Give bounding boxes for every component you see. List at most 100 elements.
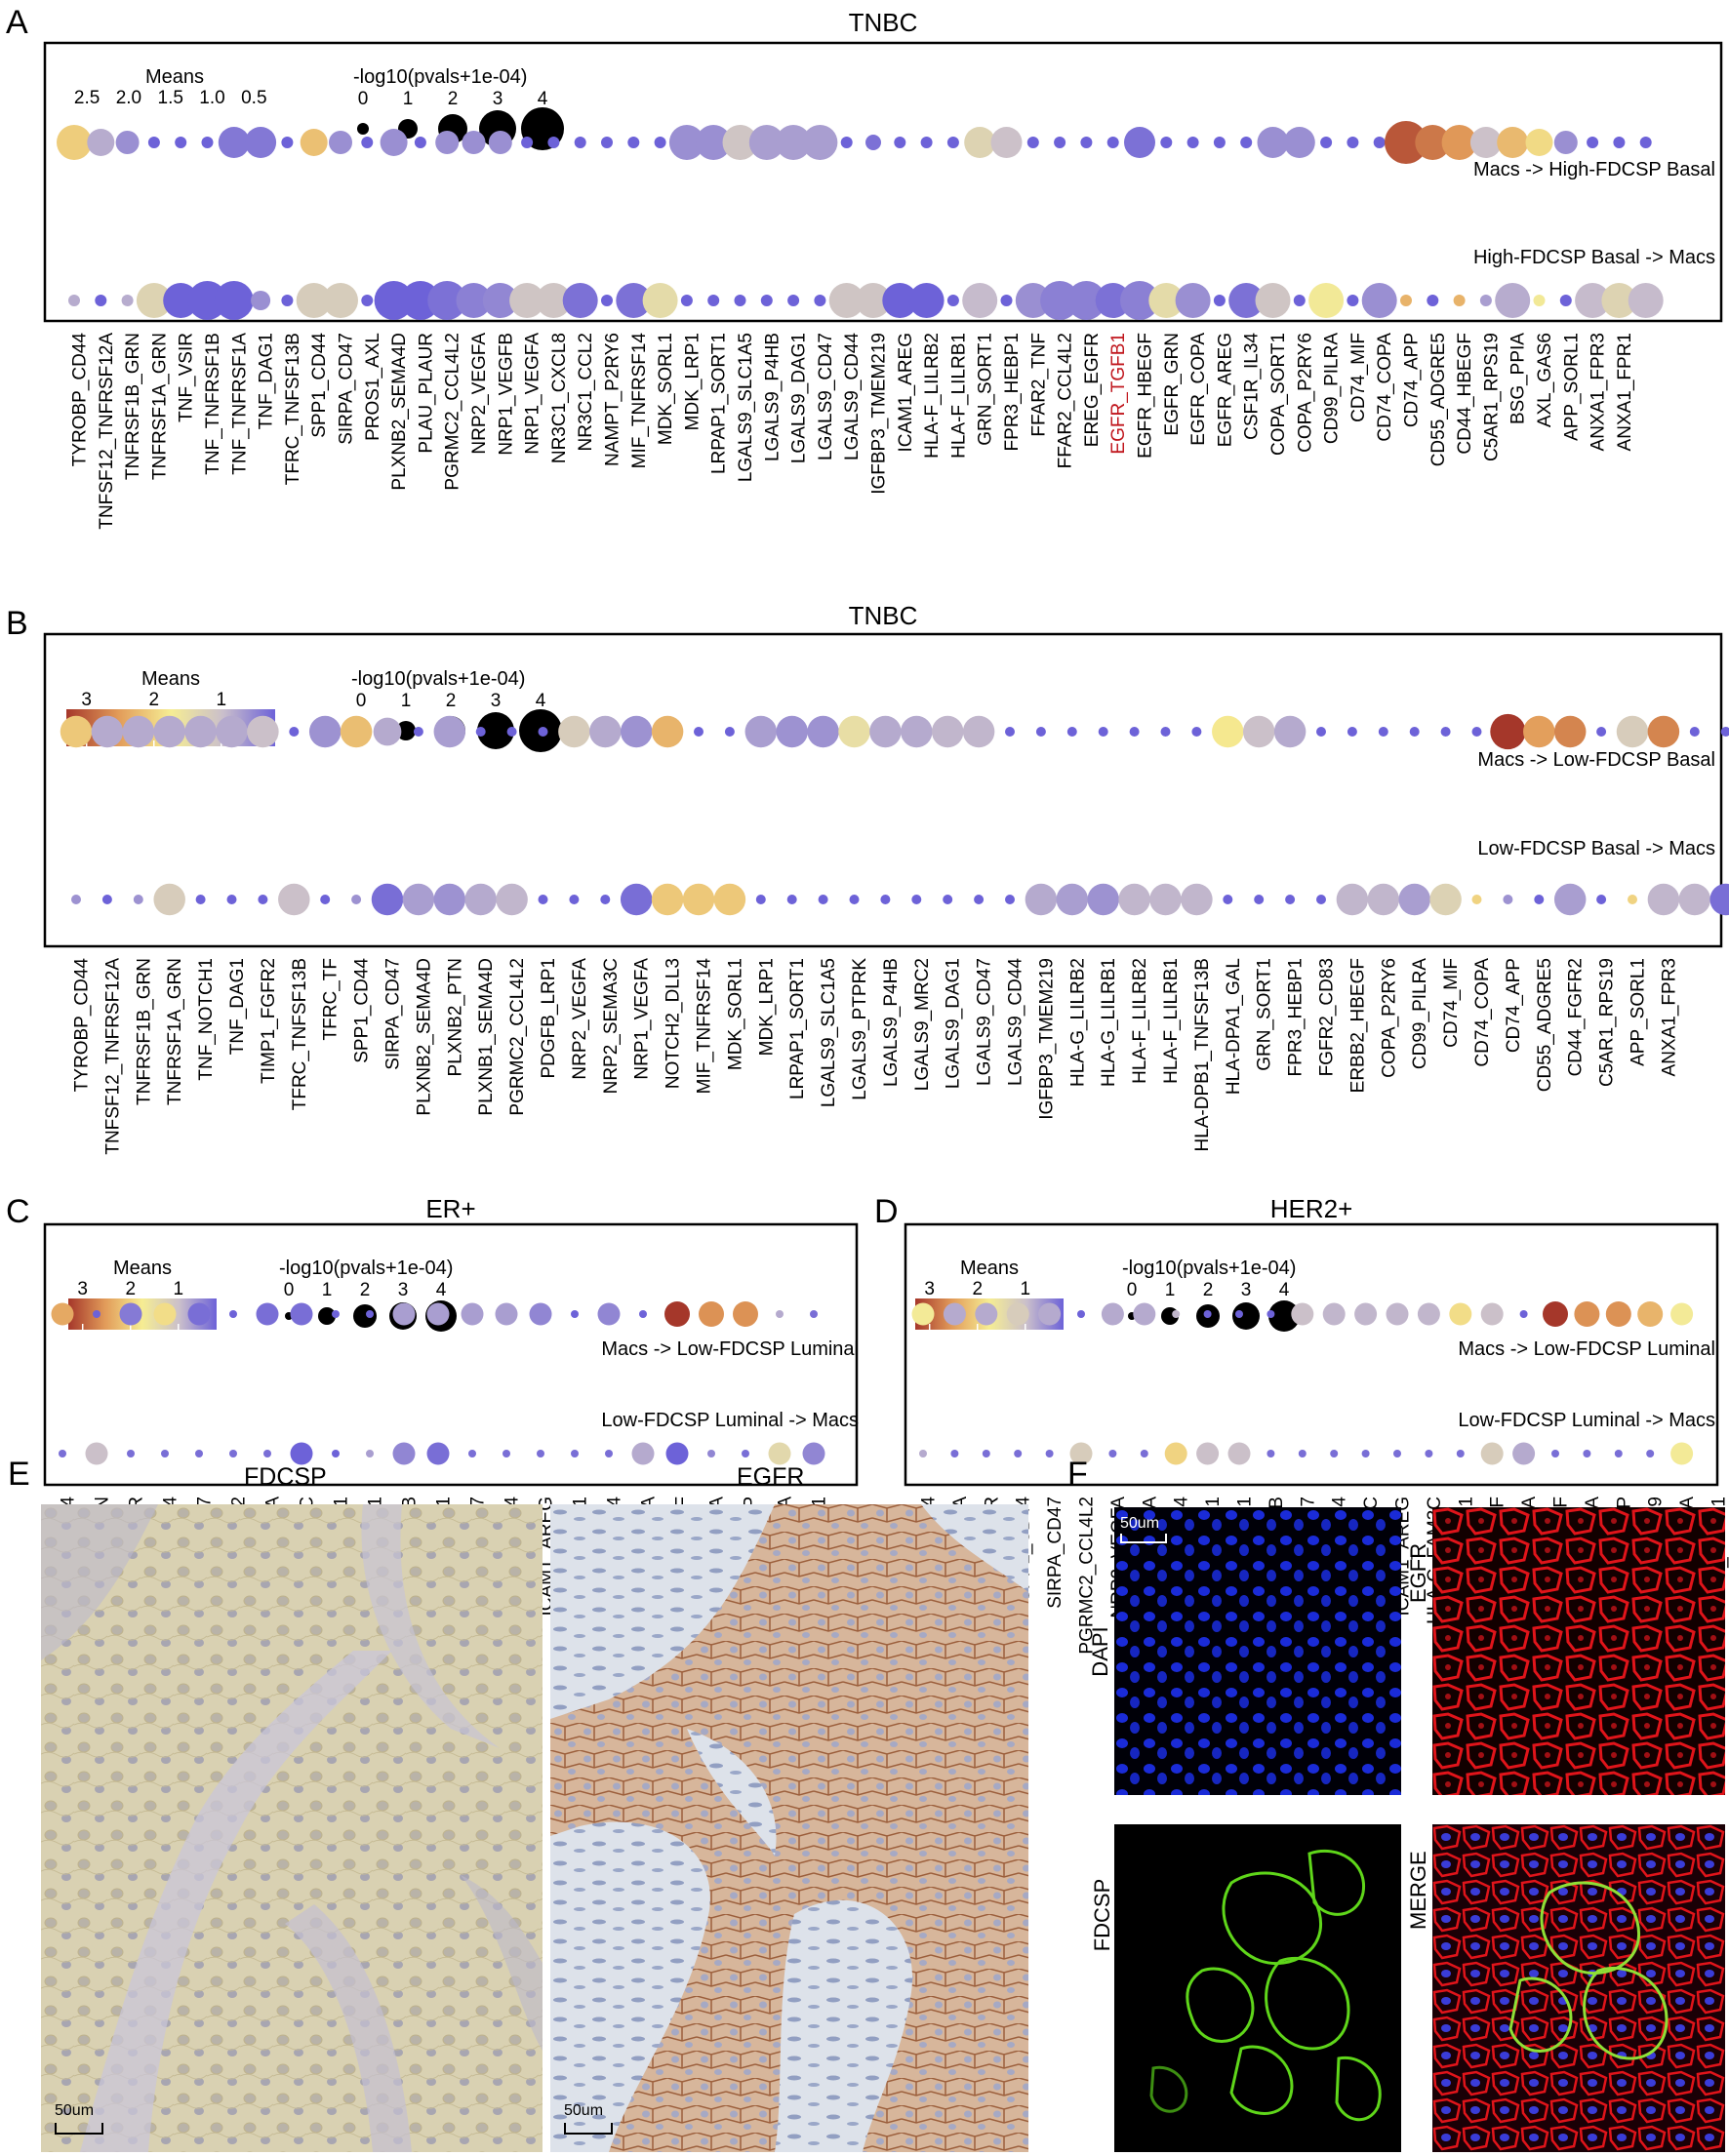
category-label: SIRPA_CD47 <box>337 333 357 445</box>
dotplot-panels: A TNBC Means 2.5 2.0 1.5 1.0 0.5 -log10(pvals+1e… <box>6 4 1729 1694</box>
category-label: FFAR2_CCL4L2 <box>1056 333 1076 468</box>
data-dot <box>1495 283 1531 318</box>
data-dot <box>1575 283 1611 318</box>
means-tick-label: 2.0 <box>116 88 141 108</box>
data-dot <box>1469 127 1502 158</box>
data-dot <box>627 137 640 148</box>
data-dot <box>1191 727 1202 737</box>
data-dot <box>810 1310 818 1318</box>
data-dot <box>946 295 959 306</box>
data-dot <box>680 295 693 306</box>
data-dot <box>426 1442 450 1465</box>
data-dot <box>289 727 300 737</box>
category-label: TNFRSF1A_GRN <box>165 958 185 1105</box>
data-dot <box>1386 1302 1409 1326</box>
data-dot <box>536 283 572 318</box>
category-label: TYROBP_CD44 <box>70 333 91 467</box>
ihc-fdcsp-title: FDCSP <box>244 1463 327 1491</box>
data-dot <box>1213 295 1226 306</box>
data-dot <box>1077 1310 1085 1318</box>
data-dot <box>1291 1302 1314 1326</box>
data-dot <box>323 283 358 318</box>
data-dot <box>943 895 953 904</box>
data-dot <box>1480 1442 1504 1465</box>
data-dot <box>121 295 134 306</box>
data-dot <box>713 883 746 916</box>
data-dot <box>919 1450 927 1457</box>
category-label: CD55_ADGRE5 <box>1535 958 1555 1092</box>
series-label-reverse: Low-FDCSP Basal -> Macs <box>1477 838 1715 859</box>
data-dot <box>115 131 140 154</box>
data-dot <box>600 895 611 904</box>
data-dot <box>1543 1301 1568 1327</box>
data-dot <box>849 895 860 904</box>
data-dot <box>722 125 758 160</box>
data-dot <box>707 295 720 306</box>
category-label: NRP2_VEGFA <box>469 333 490 455</box>
data-dot <box>435 131 460 154</box>
data-dot <box>506 727 517 737</box>
panel-title: TNBC <box>849 601 918 630</box>
data-dot <box>1227 1442 1251 1465</box>
data-dot <box>974 895 985 904</box>
category-label: LGALS9_CD47 <box>975 958 995 1086</box>
data-dot <box>982 1450 990 1457</box>
data-dot <box>218 127 250 158</box>
data-dot <box>59 1450 66 1457</box>
data-dot <box>1429 883 1462 916</box>
data-dot <box>1425 1450 1433 1457</box>
pval-tick-label: 3 <box>493 89 503 109</box>
data-dot <box>1045 1450 1054 1457</box>
data-dot <box>482 283 518 318</box>
category-label: CD74_APP <box>1504 958 1524 1053</box>
category-label: PROS1_AXL <box>363 333 383 441</box>
data-dot <box>1480 1302 1504 1326</box>
panel-letter-b: B <box>6 605 28 642</box>
if-fdcsp-image <box>1114 1824 1401 2152</box>
category-label: LRPAP1_SORT1 <box>787 958 808 1099</box>
data-dot <box>1456 1450 1465 1457</box>
data-dot <box>744 715 778 748</box>
data-dot <box>119 1302 142 1326</box>
data-dot <box>281 295 294 306</box>
category-label: FPR3_HEBP1 <box>1002 333 1023 451</box>
category-label: EGFR_AREG <box>1215 333 1235 447</box>
category-label: ANXA1_FPR1 <box>1615 333 1635 451</box>
data-dot <box>226 895 237 904</box>
data-dot <box>733 1301 758 1327</box>
data-dot <box>1336 883 1369 916</box>
data-dot <box>1628 283 1664 318</box>
category-label: COPA_P2RY6 <box>1379 958 1399 1078</box>
category-label: LGALS9_CD44 <box>842 333 863 460</box>
data-dot <box>366 1450 374 1457</box>
data-dot <box>1316 727 1326 737</box>
category-label: FFAR2_TNF <box>1028 333 1049 437</box>
if-merge-label: MERGE <box>1406 1851 1430 1930</box>
pval-size-dot <box>353 1304 377 1328</box>
data-dot <box>361 137 374 148</box>
category-label: CD74_MIF <box>1441 958 1462 1048</box>
pval-legend-title: -log10(pvals+1e-04) <box>279 1258 453 1279</box>
pval-legend-title: -log10(pvals+1e-04) <box>1122 1258 1296 1279</box>
category-label: MIF_TNFRSF14 <box>695 958 715 1095</box>
means-tick-label: 1 <box>173 1279 183 1299</box>
data-dot <box>1196 1442 1220 1465</box>
data-dot <box>724 727 735 737</box>
pval-tick-label: 3 <box>491 691 502 711</box>
category-label: C5AR1_RPS19 <box>1597 958 1618 1087</box>
category-label: TNF_VSIR <box>177 333 197 422</box>
data-dot <box>456 283 492 318</box>
data-dot <box>503 1450 510 1457</box>
panel-frame <box>43 1222 859 1487</box>
data-dot <box>1628 895 1637 904</box>
category-label: SPP1_CD44 <box>309 333 330 438</box>
data-dot <box>278 883 310 916</box>
pval-tick-label: 0 <box>358 89 369 109</box>
data-dot <box>332 1450 340 1457</box>
data-dot <box>426 1302 450 1326</box>
data-dot <box>1393 1450 1401 1457</box>
data-dot <box>748 125 784 160</box>
data-dot <box>1172 1310 1181 1318</box>
means-tick-label: 2 <box>148 690 159 710</box>
category-label: LGALS9_DAG1 <box>789 333 810 463</box>
